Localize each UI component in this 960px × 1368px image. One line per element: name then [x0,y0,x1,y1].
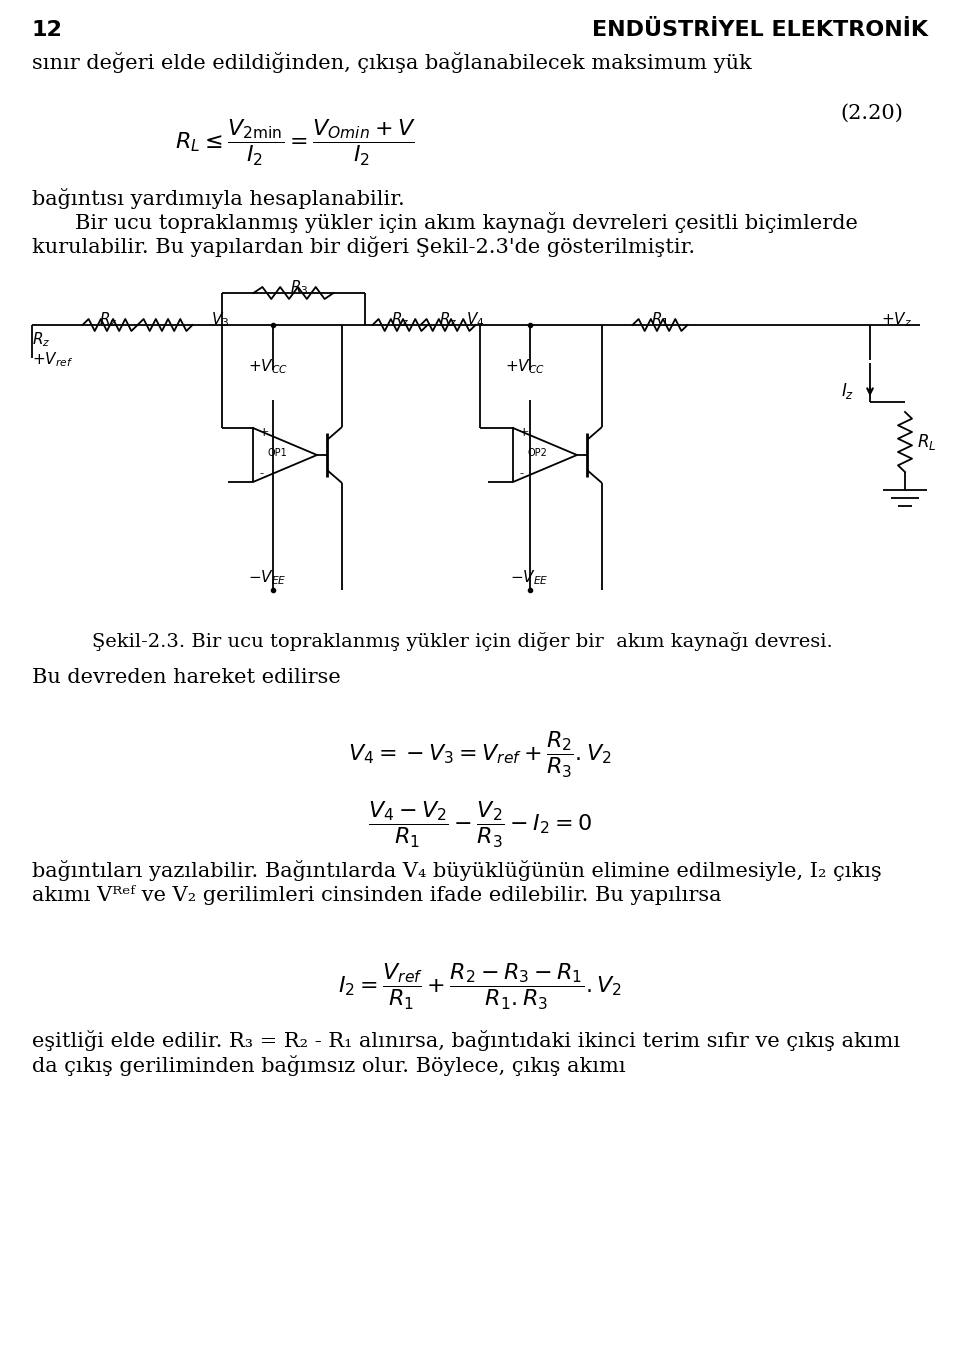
Text: eşitliği elde edilir. R₃ = R₂ - R₁ alınırsa, bağıntıdaki ikinci terim sıfır ve ç: eşitliği elde edilir. R₃ = R₂ - R₁ alını… [32,1030,900,1051]
Text: $+V_{ref}$: $+V_{ref}$ [32,350,73,369]
Text: Şekil-2.3. Bir ucu topraklanmış yükler için diğer bir  akım kaynağı devresi.: Şekil-2.3. Bir ucu topraklanmış yükler i… [92,632,832,651]
Text: Bir ucu topraklanmış yükler için akım kaynağı devreleri çesitli biçimlerde: Bir ucu topraklanmış yükler için akım ka… [75,212,858,233]
Text: $-V_{EE}$: $-V_{EE}$ [248,568,287,587]
Text: $+V_{CC}$: $+V_{CC}$ [248,357,288,376]
Text: $R_1$: $R_1$ [651,311,669,328]
Text: $I_z$: $I_z$ [841,382,854,401]
Text: $R_z$: $R_z$ [32,330,50,349]
Text: $-V_{EE}$: $-V_{EE}$ [510,568,549,587]
Text: $+V_z$: $+V_z$ [881,311,912,328]
Text: OP1: OP1 [267,447,287,458]
Text: sınır değeri elde edildiğinden, çıkışa bağlanabilecek maksimum yük: sınır değeri elde edildiğinden, çıkışa b… [32,52,752,73]
Text: kurulabilir. Bu yapılardan bir diğeri Şekil-2.3'de gösterilmiştir.: kurulabilir. Bu yapılardan bir diğeri Şe… [32,237,695,257]
Text: Bu devreden hareket edilirse: Bu devreden hareket edilirse [32,668,341,687]
Text: (2.20): (2.20) [840,104,902,123]
Text: $+V_{CC}$: $+V_{CC}$ [505,357,545,376]
Text: da çıkış geriliminden bağımsız olur. Böylece, çıkış akımı: da çıkış geriliminden bağımsız olur. Böy… [32,1055,626,1077]
Text: $\dfrac{V_4-V_2}{R_1} - \dfrac{V_2}{R_3} - I_2 = 0$: $\dfrac{V_4-V_2}{R_1} - \dfrac{V_2}{R_3}… [368,800,592,850]
Text: $V_4 = -V_3 = V_{ref} + \dfrac{R_2}{R_3}.V_2$: $V_4 = -V_3 = V_{ref} + \dfrac{R_2}{R_3}… [348,731,612,780]
Text: $R_z$: $R_z$ [99,311,117,328]
Text: -: - [259,468,263,480]
Text: $I_2 = \dfrac{V_{ref}}{R_1} + \dfrac{R_2-R_3-R_1}{R_1.R_3}.V_2$: $I_2 = \dfrac{V_{ref}}{R_1} + \dfrac{R_2… [338,962,622,1012]
Text: OP2: OP2 [527,447,547,458]
Text: 12: 12 [32,21,62,40]
Text: ENDÜSTRİYEL ELEKTRONİK: ENDÜSTRİYEL ELEKTRONİK [592,21,928,40]
Text: $R_z$: $R_z$ [439,311,457,328]
Text: $R_L \leq \dfrac{V_{2\min}}{I_2} = \dfrac{V_{Omin}+V}{I_2}$: $R_L \leq \dfrac{V_{2\min}}{I_2} = \dfra… [175,118,416,168]
Text: bağıntıları yazılabilir. Bağıntılarda V₄ büyüklüğünün elimine edilmesiyle, I₂ çı: bağıntıları yazılabilir. Bağıntılarda V₄… [32,860,881,881]
Text: -: - [519,468,523,480]
Text: akımı Vᴿᵉᶠ ve V₂ gerilimleri cinsinden ifade edilebilir. Bu yapılırsa: akımı Vᴿᵉᶠ ve V₂ gerilimleri cinsinden i… [32,885,722,906]
Text: bağıntısı yardımıyla hesaplanabilir.: bağıntısı yardımıyla hesaplanabilir. [32,187,405,209]
Text: $V_4$: $V_4$ [466,311,484,328]
Text: +: + [519,427,530,439]
Text: $R_L$: $R_L$ [917,432,936,451]
Text: $R_3$: $R_3$ [290,278,308,297]
Text: $V_3$: $V_3$ [211,311,229,328]
Text: $R_z$: $R_z$ [391,311,409,328]
Text: +: + [259,427,270,439]
